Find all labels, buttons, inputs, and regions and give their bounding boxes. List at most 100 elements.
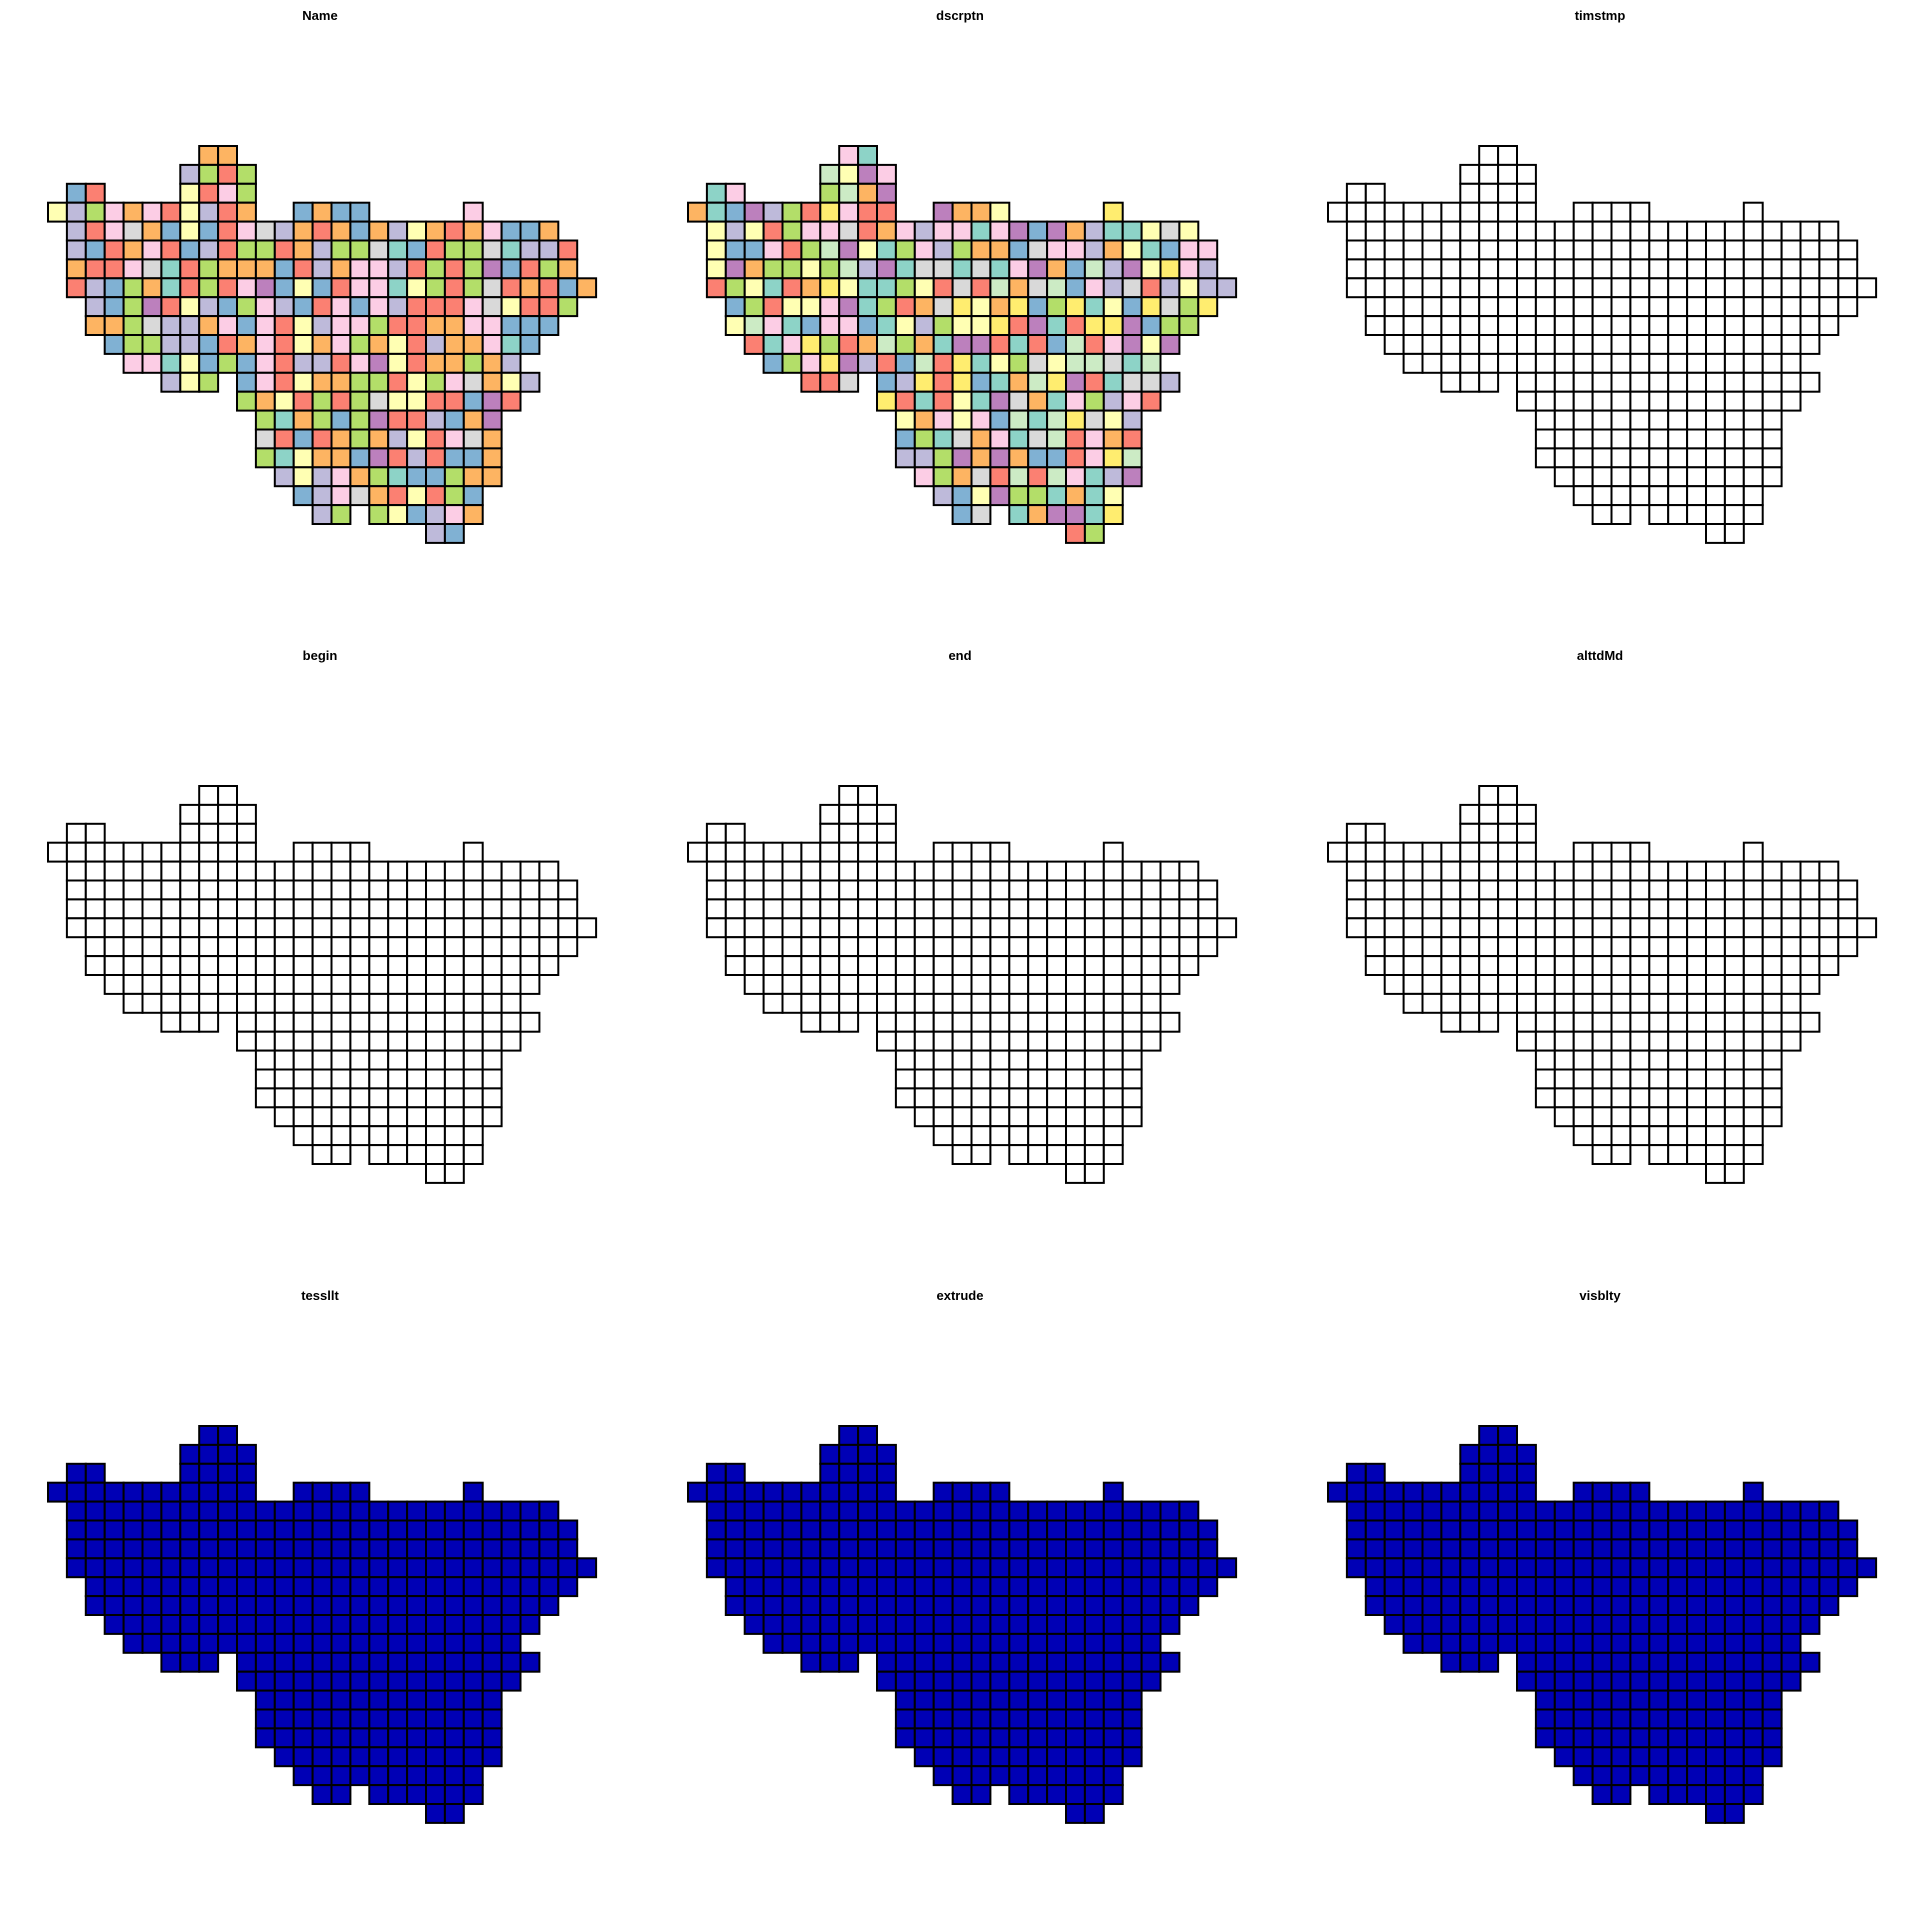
grid-cell bbox=[1497, 239, 1519, 261]
grid-cell bbox=[368, 1557, 390, 1579]
grid-cell bbox=[311, 1765, 333, 1787]
grid-cell bbox=[724, 841, 746, 863]
grid-cell bbox=[368, 1576, 390, 1598]
grid-cell bbox=[781, 992, 803, 1014]
grid-cell bbox=[1008, 898, 1030, 920]
grid-cell bbox=[762, 201, 784, 223]
grid-cell bbox=[387, 1632, 409, 1654]
grid-cell bbox=[1705, 917, 1726, 939]
grid-cell bbox=[1723, 917, 1745, 939]
grid-cell bbox=[1421, 201, 1443, 223]
grid-cell bbox=[1046, 1727, 1068, 1749]
grid-cell bbox=[1497, 1443, 1519, 1465]
grid-cell bbox=[1610, 1144, 1632, 1166]
grid-cell bbox=[1553, 1538, 1575, 1560]
grid-cell bbox=[330, 352, 352, 374]
grid-cell bbox=[1705, 390, 1726, 412]
grid-cell bbox=[1572, 917, 1594, 939]
grid-cell bbox=[838, 822, 860, 844]
grid-cell bbox=[254, 390, 276, 412]
grid-cell bbox=[84, 315, 106, 337]
grid-cell bbox=[913, 1689, 935, 1711]
grid-cell bbox=[1742, 1011, 1764, 1033]
grid-cell bbox=[1065, 1144, 1086, 1166]
grid-cell bbox=[462, 1144, 484, 1166]
grid-cell bbox=[1761, 1614, 1783, 1635]
panel-title: tessllt bbox=[301, 1288, 339, 1303]
grid-cell bbox=[1083, 1538, 1105, 1560]
grid-cell bbox=[198, 277, 220, 299]
grid-cell bbox=[1083, 390, 1105, 412]
grid-cell bbox=[1497, 1519, 1519, 1541]
grid-cell bbox=[1065, 1576, 1086, 1598]
map-panel-5: end bbox=[640, 640, 1280, 1280]
grid-cell bbox=[481, 277, 503, 299]
grid-cell bbox=[141, 201, 163, 223]
grid-cell bbox=[1065, 334, 1086, 355]
grid-cell bbox=[141, 1595, 163, 1617]
grid-cell bbox=[1591, 1576, 1613, 1598]
grid-cell bbox=[743, 898, 765, 920]
grid-cell bbox=[1421, 1632, 1443, 1654]
grid-cell bbox=[236, 163, 257, 185]
grid-cell bbox=[1705, 1163, 1726, 1184]
grid-cell bbox=[1497, 145, 1519, 166]
grid-cell bbox=[932, 1030, 954, 1052]
grid-cell bbox=[1686, 1087, 1708, 1109]
grid-cell bbox=[1159, 955, 1181, 977]
grid-cell bbox=[1591, 1519, 1613, 1541]
grid-cell bbox=[481, 390, 503, 412]
grid-cell bbox=[1761, 1708, 1783, 1730]
grid-cell bbox=[1027, 1125, 1049, 1147]
grid-cell bbox=[406, 371, 428, 393]
grid-cell bbox=[292, 860, 314, 882]
grid-cell bbox=[141, 1481, 163, 1503]
grid-cell bbox=[141, 841, 163, 863]
grid-cell bbox=[406, 879, 428, 901]
grid-cell bbox=[743, 315, 765, 337]
grid-cell bbox=[1046, 955, 1068, 977]
grid-cell bbox=[1421, 879, 1443, 901]
grid-cell bbox=[1478, 220, 1500, 242]
grid-cell bbox=[330, 1746, 352, 1768]
grid-cell bbox=[800, 1519, 822, 1541]
grid-cell bbox=[1383, 201, 1405, 223]
grid-cell bbox=[1383, 1519, 1405, 1541]
grid-cell bbox=[1383, 1595, 1405, 1617]
grid-cell bbox=[1553, 277, 1575, 299]
grid-cell bbox=[724, 936, 746, 958]
grid-cell bbox=[1553, 1049, 1575, 1071]
grid-cell bbox=[519, 220, 541, 242]
grid-cell bbox=[1591, 334, 1613, 355]
grid-cell bbox=[462, 879, 484, 901]
grid-cell bbox=[481, 1106, 503, 1128]
grid-cell bbox=[519, 1651, 541, 1673]
grid-cell bbox=[1440, 1538, 1462, 1560]
grid-cell bbox=[65, 879, 87, 901]
grid-cell bbox=[141, 315, 163, 337]
grid-cell bbox=[1591, 1538, 1613, 1560]
grid-map bbox=[1327, 145, 1878, 544]
grid-cell bbox=[236, 352, 257, 374]
grid-cell bbox=[1761, 220, 1783, 242]
grid-cell bbox=[705, 841, 727, 863]
grid-cell bbox=[349, 220, 371, 242]
grid-cell bbox=[84, 1500, 106, 1522]
grid-cell bbox=[970, 466, 992, 488]
grid-cell bbox=[273, 315, 295, 337]
grid-cell bbox=[1610, 447, 1632, 469]
grid-cell bbox=[1459, 1481, 1481, 1503]
grid-cell bbox=[819, 1500, 841, 1522]
grid-cell bbox=[236, 992, 257, 1014]
grid-cell bbox=[1667, 1576, 1689, 1598]
grid-cell bbox=[1667, 1049, 1689, 1071]
grid-cell bbox=[1140, 860, 1162, 882]
grid-cell bbox=[1667, 390, 1689, 412]
grid-cell bbox=[970, 1576, 992, 1598]
map-panel-2: dscrptn bbox=[640, 0, 1280, 640]
grid-cell bbox=[349, 917, 371, 939]
grid-cell bbox=[292, 296, 314, 318]
grid-cell bbox=[1402, 1595, 1424, 1617]
grid-cell bbox=[1705, 1519, 1726, 1541]
grid-cell bbox=[273, 917, 295, 939]
